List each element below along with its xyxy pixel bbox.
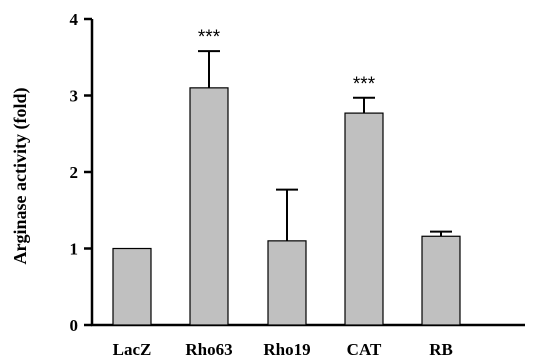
x-axis: LacZ Rho63 Rho19 CAT RB (91, 323, 525, 359)
bar-cat (344, 112, 384, 326)
bar-lacz (112, 247, 152, 326)
bar-rb (421, 235, 461, 326)
y-axis: 0 1 2 3 4 (70, 10, 94, 335)
significance-label: *** (198, 27, 221, 48)
y-tick-label: 1 (70, 240, 79, 259)
y-tick-label: 0 (70, 316, 79, 335)
x-category-label: Rho63 (185, 340, 232, 359)
y-tick-label: 2 (70, 163, 79, 182)
significance-label: *** (353, 74, 376, 95)
y-tick-label: 3 (70, 87, 79, 106)
x-category-label: CAT (347, 340, 382, 359)
y-axis-title: Arginase activity (fold) (10, 88, 31, 265)
x-category-label: LacZ (113, 340, 152, 359)
y-tick-label: 4 (70, 10, 79, 29)
x-category-label: Rho19 (263, 340, 310, 359)
bar-rho63 (189, 87, 229, 326)
bar-rho19 (267, 240, 307, 326)
x-category-label: RB (429, 340, 453, 359)
bars: *** *** (112, 27, 461, 326)
